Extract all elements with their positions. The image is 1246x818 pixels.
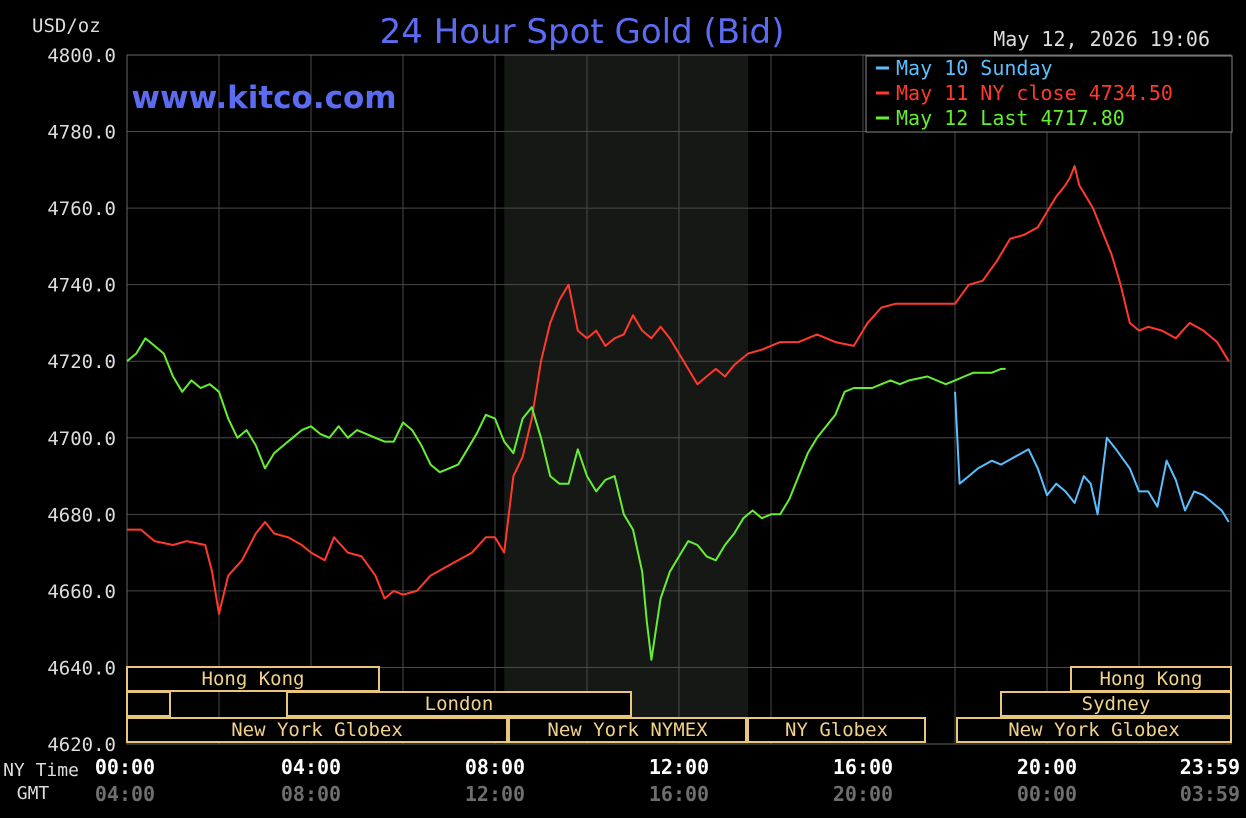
session-bar: New York NYMEX xyxy=(508,717,747,743)
x-tick-label-ny: 00:00 xyxy=(95,755,155,779)
legend-item-may12: May 12 Last 4717.80 xyxy=(876,106,1125,130)
session-bar: Hong Kong xyxy=(1070,666,1232,692)
x-tick-label-gmt: 20:00 xyxy=(833,782,893,806)
session-bar-box xyxy=(126,666,380,692)
session-bar-label: New York Globex xyxy=(231,719,403,741)
x-axis-row-label-gmt: GMT xyxy=(17,783,50,804)
y-tick-label: 4700.0 xyxy=(47,428,116,450)
y-tick-label: 4660.0 xyxy=(47,581,116,603)
legend-label-may12: May 12 Last 4717.80 xyxy=(896,106,1125,130)
y-tick-label: 4780.0 xyxy=(47,122,116,144)
x-tick-label-ny: 12:00 xyxy=(649,755,709,779)
session-bar-label: NY Globex xyxy=(785,719,888,741)
session-bar: New York Globex xyxy=(126,717,508,743)
x-tick-label-gmt: 08:00 xyxy=(281,782,341,806)
session-bar-box xyxy=(126,717,508,743)
y-tick-label: 4800.0 xyxy=(47,45,116,67)
x-tick-label-gmt: 04:00 xyxy=(95,782,155,806)
session-bar-box xyxy=(126,691,171,717)
session-bar-label: New York NYMEX xyxy=(547,719,708,741)
y-tick-label: 4740.0 xyxy=(47,275,116,297)
session-bar-box xyxy=(956,717,1232,743)
x-tick-label-gmt: 16:00 xyxy=(649,782,709,806)
session-bar: London xyxy=(286,691,632,717)
session-bar: New York Globex xyxy=(956,717,1232,743)
timestamp-label: May 12, 2026 19:06 xyxy=(993,27,1210,51)
x-tick-label-gmt: 00:00 xyxy=(1017,782,1077,806)
session-bar-label: Hong Kong xyxy=(1100,668,1203,690)
x-tick-label-ny: 23:59 xyxy=(1180,755,1240,779)
session-bar-box xyxy=(1000,691,1232,717)
chart-title: 24 Hour Spot Gold (Bid) xyxy=(380,12,785,52)
series-line-2 xyxy=(127,165,1230,615)
nymex-session-shade xyxy=(504,55,748,744)
x-tick-label-ny: 04:00 xyxy=(281,755,341,779)
legend-label-may10: May 10 Sunday xyxy=(896,56,1053,80)
series-line-3 xyxy=(126,337,1006,661)
session-bar: Hong Kong xyxy=(126,666,380,692)
y-tick-label: 4680.0 xyxy=(47,504,116,526)
legend-item-may11: May 11 NY close 4734.50 xyxy=(876,81,1173,105)
watermark-text: www.kitco.com xyxy=(131,80,396,116)
session-bar-box xyxy=(508,717,747,743)
legend-item-may10: May 10 Sunday xyxy=(876,56,1053,80)
x-tick-label-ny: 20:00 xyxy=(1017,755,1077,779)
session-bar xyxy=(126,691,171,717)
y-axis-unit-label: USD/oz xyxy=(32,15,101,37)
series-line-1 xyxy=(954,391,1230,523)
session-bar-label: Sydney xyxy=(1082,693,1151,715)
x-axis-row-label-ny: NY Time xyxy=(3,760,79,781)
x-tick-label-gmt: 03:59 xyxy=(1180,782,1240,806)
session-bar: NY Globex xyxy=(747,717,926,743)
session-bar-label: Hong Kong xyxy=(202,668,305,690)
y-tick-label: 4620.0 xyxy=(47,734,116,756)
legend-label-may11: May 11 NY close 4734.50 xyxy=(896,81,1173,105)
session-bar-label: London xyxy=(425,693,494,715)
y-tick-label: 4640.0 xyxy=(47,657,116,679)
y-tick-label: 4760.0 xyxy=(47,198,116,220)
x-tick-label-ny: 16:00 xyxy=(833,755,893,779)
plot-frame xyxy=(126,54,1232,745)
session-bar-label: New York Globex xyxy=(1008,719,1180,741)
x-tick-label-gmt: 12:00 xyxy=(465,782,525,806)
y-tick-label: 4720.0 xyxy=(47,351,116,373)
session-bar-box xyxy=(286,691,632,717)
legend-box: May 10 Sunday May 11 NY close 4734.50 Ma… xyxy=(865,55,1233,133)
x-tick-label-ny: 08:00 xyxy=(465,755,525,779)
session-bar-box xyxy=(747,717,926,743)
session-bar: Sydney xyxy=(1000,691,1232,717)
